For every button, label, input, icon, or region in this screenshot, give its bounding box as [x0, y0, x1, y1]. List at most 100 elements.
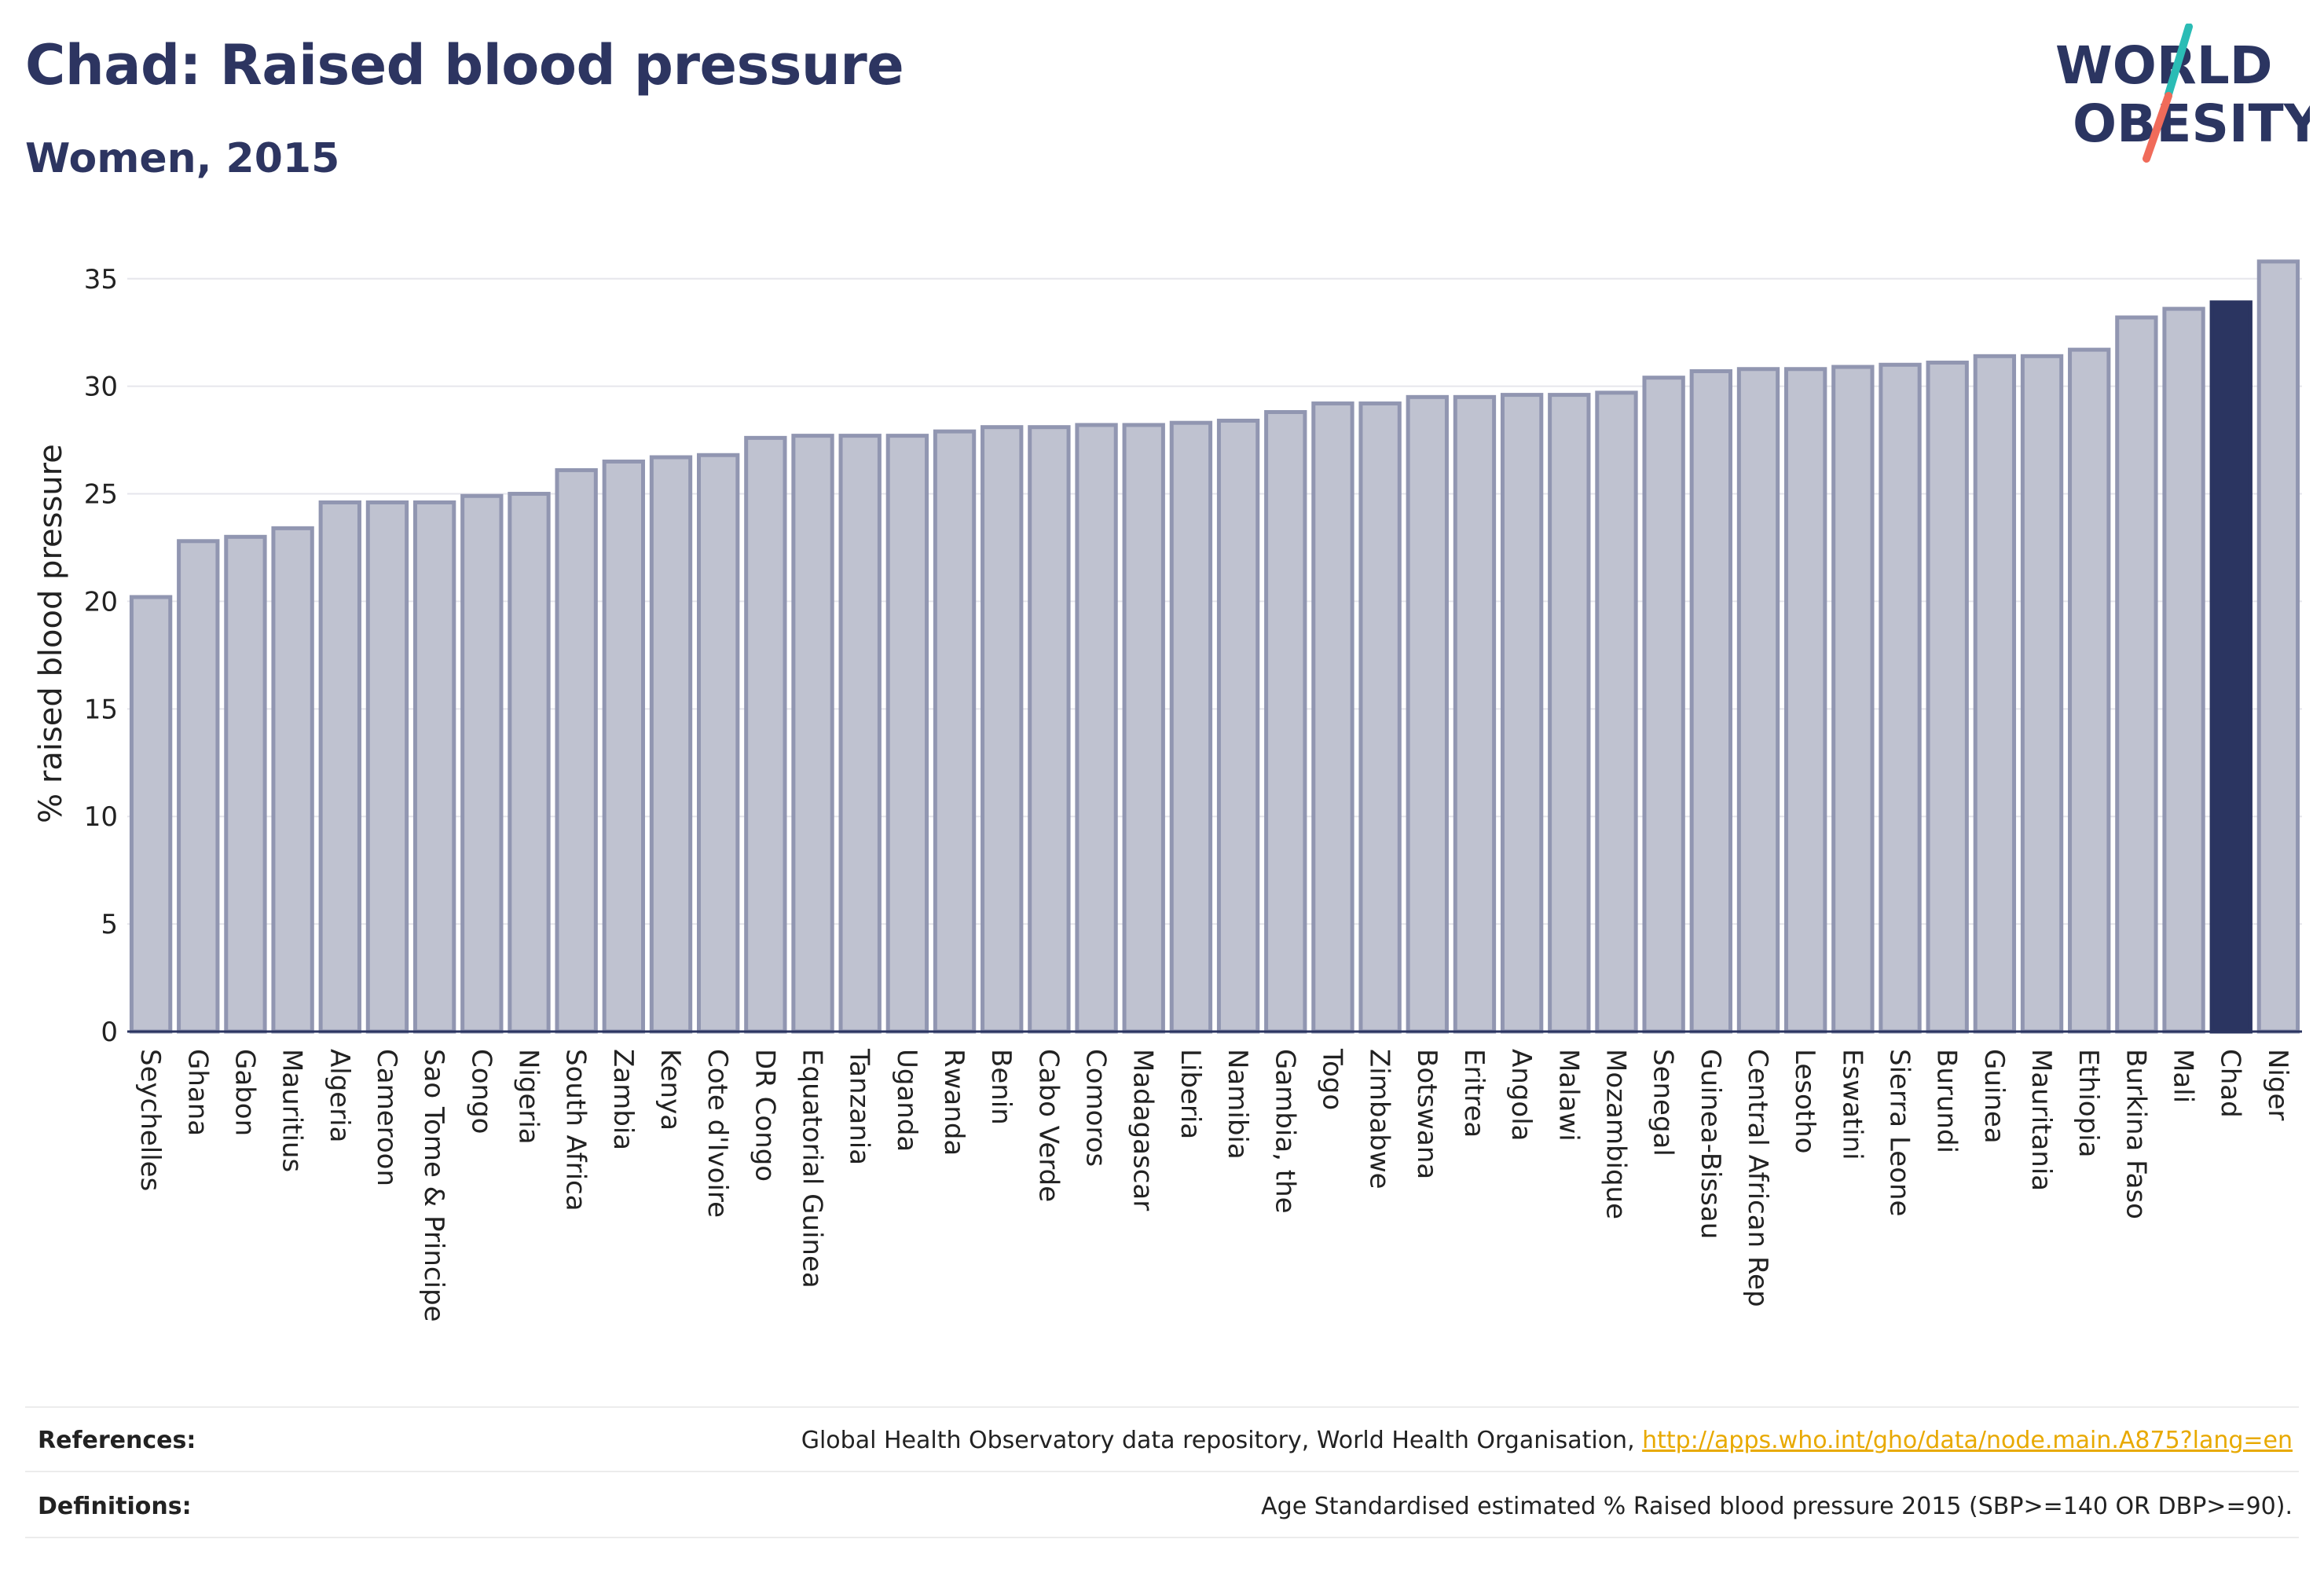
bar — [271, 526, 314, 1034]
bar — [1736, 367, 1780, 1034]
x-tick-label: Gabon — [229, 1049, 260, 1136]
bar — [1548, 393, 1591, 1034]
bar — [1406, 394, 1449, 1034]
x-tick-label: Burundi — [1931, 1049, 1963, 1153]
x-tick-label: Equatorial Guinea — [797, 1049, 828, 1288]
x-tick-label: Liberia — [1175, 1049, 1206, 1139]
bar — [1028, 425, 1071, 1034]
bar — [933, 429, 977, 1034]
x-tick-label: Nigeria — [512, 1049, 544, 1145]
bar — [838, 434, 882, 1034]
bar — [2115, 315, 2158, 1034]
x-tick-label: Central African Rep — [1742, 1049, 1773, 1307]
x-tick-label: Mozambique — [1600, 1049, 1631, 1219]
bar — [1879, 362, 1922, 1034]
x-tick-label: Kenya — [654, 1049, 686, 1131]
x-tick-label: Ethiopia — [2073, 1049, 2104, 1157]
x-tick-label: Zimbabwe — [1364, 1049, 1395, 1189]
bar — [177, 539, 220, 1034]
x-tick-label: Lesotho — [1789, 1049, 1820, 1153]
bar — [1264, 410, 1307, 1034]
x-tick-label: Gambia, the — [1269, 1049, 1300, 1214]
footer-divider-middle — [25, 1471, 2299, 1472]
y-tick-label: 25 — [84, 479, 118, 511]
bar — [412, 500, 456, 1034]
x-tick-label: Senegal — [1648, 1049, 1679, 1156]
x-tick-label: Eswatini — [1836, 1049, 1868, 1160]
logo-word-world: WORLD — [2055, 35, 2273, 96]
bar — [744, 435, 787, 1034]
x-tick-label: South Africa — [560, 1049, 592, 1211]
bar — [1500, 393, 1544, 1034]
x-tick-label: Benin — [985, 1049, 1017, 1125]
x-tick-label: Sierra Leone — [1884, 1049, 1915, 1216]
bar — [1784, 367, 1827, 1034]
x-tick-label: Namibia — [1222, 1049, 1253, 1160]
bar — [2256, 259, 2300, 1034]
x-tick-label: Mali — [2168, 1049, 2199, 1103]
bar — [1122, 423, 1165, 1034]
x-tick-label: Chad — [2215, 1049, 2246, 1118]
bar — [1453, 394, 1497, 1034]
bar-highlight — [2209, 300, 2253, 1034]
bar — [791, 434, 834, 1034]
bar — [1973, 354, 2017, 1034]
bar — [2020, 354, 2064, 1034]
x-tick-label: Uganda — [891, 1049, 922, 1152]
bar — [508, 492, 551, 1034]
bar — [1358, 401, 1402, 1034]
x-tick-label: Cote d'Ivoire — [702, 1049, 733, 1218]
bar — [1169, 420, 1213, 1034]
bar — [224, 534, 267, 1034]
bar — [1216, 418, 1260, 1034]
y-tick-label: 10 — [84, 801, 118, 833]
references-text: Global Health Observatory data repositor… — [801, 1427, 2293, 1454]
bar — [1642, 376, 1685, 1034]
y-tick-label: 15 — [84, 694, 118, 725]
x-tick-label: Guinea-Bissau — [1695, 1049, 1726, 1239]
y-tick-label: 20 — [84, 586, 118, 618]
x-tick-label: Angola — [1505, 1049, 1537, 1141]
bar — [460, 493, 504, 1034]
bar — [365, 500, 409, 1034]
logo-slash-coral — [2143, 92, 2172, 163]
x-tick-label: Cabo Verde — [1032, 1049, 1064, 1202]
definitions-text: Age Standardised estimated % Raised bloo… — [1261, 1493, 2293, 1520]
x-tick-label: Mauritania — [2025, 1049, 2057, 1191]
bar — [318, 500, 361, 1034]
x-tick-label: Malawi — [1552, 1049, 1584, 1142]
y-tick-label: 0 — [101, 1017, 118, 1048]
x-tick-label: Tanzania — [844, 1048, 875, 1165]
bar — [2162, 306, 2205, 1034]
logo-slash-teal — [2165, 24, 2193, 98]
x-tick-label: Eritrea — [1458, 1049, 1490, 1138]
y-tick-label: 35 — [84, 264, 118, 295]
references-link[interactable]: http://apps.who.int/gho/data/node.main.A… — [1642, 1427, 2293, 1454]
bar — [2068, 347, 2111, 1034]
bar — [1689, 368, 1732, 1034]
x-tick-label: Zambia — [607, 1049, 639, 1150]
chart-subtitle: Women, 2015 — [25, 135, 340, 182]
bar — [649, 455, 693, 1034]
x-tick-label: Madagascar — [1127, 1049, 1159, 1211]
bar — [602, 459, 645, 1034]
references-label: References: — [38, 1427, 196, 1454]
bar — [1831, 365, 1875, 1034]
bar — [129, 595, 173, 1034]
bar — [885, 434, 929, 1034]
logo-word-obesity: OBESITY — [2073, 93, 2310, 154]
footer-divider-top — [25, 1406, 2299, 1408]
x-tick-label: DR Congo — [749, 1049, 780, 1182]
bar — [555, 467, 598, 1034]
x-tick-label: Guinea — [1978, 1049, 2010, 1144]
x-tick-label: Burkina Faso — [2120, 1049, 2151, 1219]
x-tick-label: Mauritius — [277, 1049, 308, 1172]
y-tick-label: 5 — [101, 909, 118, 940]
bar — [1926, 361, 1969, 1034]
bar — [697, 453, 740, 1034]
x-tick-label: Ghana — [181, 1049, 213, 1136]
definitions-label: Definitions: — [38, 1493, 192, 1520]
bar — [1075, 423, 1118, 1034]
x-tick-label: Rwanda — [938, 1049, 970, 1156]
x-tick-label: Togo — [1316, 1048, 1347, 1110]
